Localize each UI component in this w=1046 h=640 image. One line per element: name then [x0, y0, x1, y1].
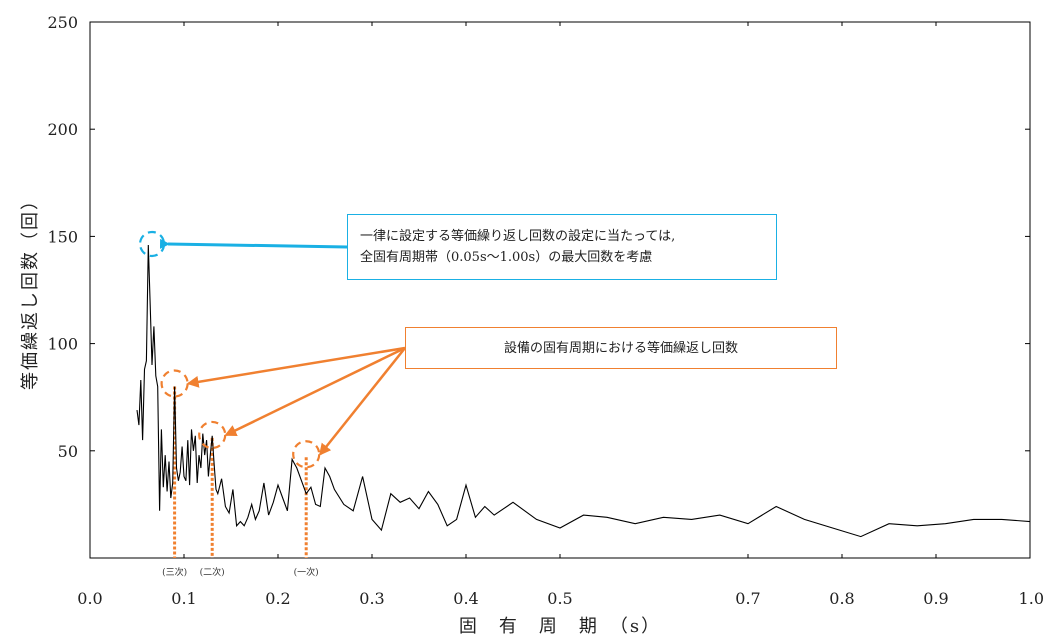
x-axis-title: 固 有 周 期 （s）: [459, 616, 661, 637]
max-count-callout: 一律に設定する等価繰り返し回数の設定に当たっては, 全固有周期帯（0.05s～1…: [347, 214, 777, 280]
x-tick-label: 0.4: [453, 589, 478, 608]
y-tick-label: 200: [47, 120, 78, 139]
y-axis-title: 等価繰返し回数（回）: [20, 190, 41, 390]
natural-period-callout: 設備の固有周期における等価繰返し回数: [405, 327, 837, 369]
x-tick-label: 0.0: [77, 589, 102, 608]
orange-arrow: [318, 347, 406, 456]
x-tick-label: 0.1: [171, 589, 196, 608]
orange-arrow: [186, 346, 406, 388]
mode-label: (三次): [162, 566, 187, 578]
max-count-callout-line2: 全固有周期帯（0.05s～1.00s）の最大回数を考慮: [360, 250, 653, 265]
mode-label: (一次): [294, 566, 319, 578]
callout-arrows: [159, 238, 406, 456]
x-tick-label: 1.0: [1019, 589, 1044, 608]
natural-period-callout-text: 設備の固有周期における等価繰返し回数: [503, 340, 738, 356]
series-line: [136, 244, 1031, 538]
x-tick-label: 0.7: [735, 589, 760, 608]
blue-arrow: [159, 238, 348, 249]
mode-label: (二次): [200, 566, 225, 578]
x-tick-label: 0.2: [265, 589, 290, 608]
x-tick-label: 0.5: [547, 589, 572, 608]
x-tick-label: 0.8: [829, 589, 854, 608]
mode-labels: (三次) (二次) (一次): [162, 566, 319, 578]
x-tick-label: 0.9: [923, 589, 948, 608]
y-tick-label: 150: [47, 227, 78, 246]
mode-dotted-lines: [173, 386, 308, 558]
max-peak-circle: [138, 230, 166, 258]
plot-frame: [89, 21, 1031, 559]
max-count-callout-line1: 一律に設定する等価繰り返し回数の設定に当たっては,: [360, 229, 676, 244]
y-tick-label: 50: [58, 442, 78, 461]
y-tick-label: 100: [47, 335, 78, 354]
orange-arrow: [224, 346, 406, 437]
axis-ticks: [89, 21, 1031, 558]
x-tick-label: 0.3: [359, 589, 384, 608]
y-tick-label: 250: [47, 13, 78, 32]
axis-tick-labels: 0.0 0.1 0.2 0.3 0.4 0.5 0.7 0.8 0.9 1.0 50 100 150 20…: [47, 13, 1044, 608]
